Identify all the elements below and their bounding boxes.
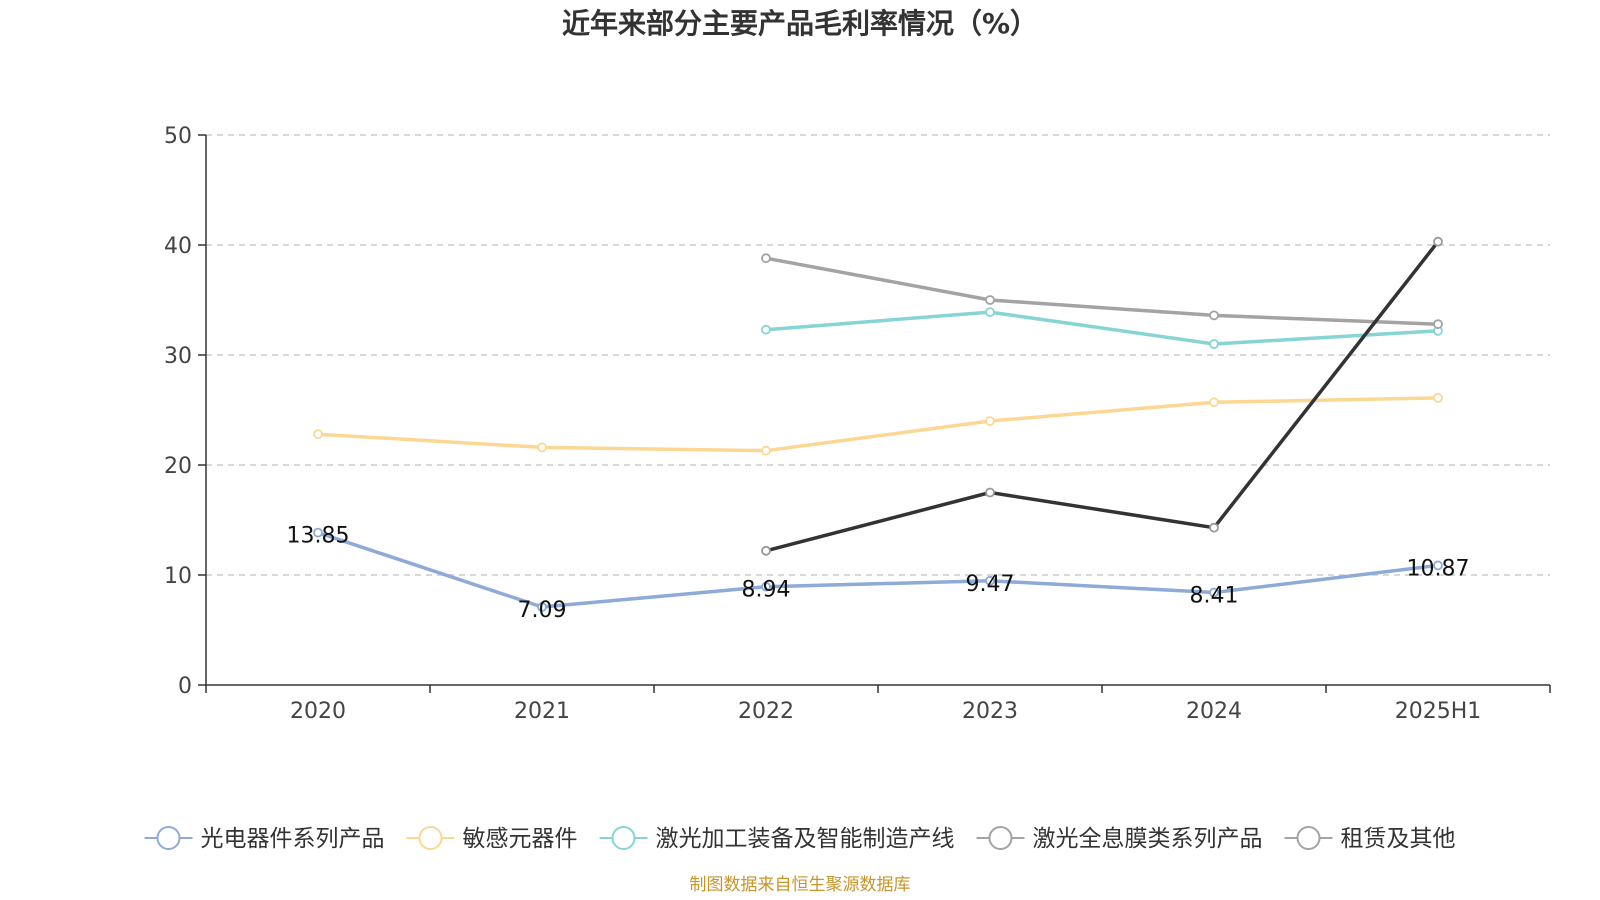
data-point	[761, 545, 771, 556]
data-label: 7.09	[518, 598, 567, 623]
series-line	[765, 240, 1440, 553]
legend-label: 租赁及其他	[1341, 826, 1456, 852]
data-labels: 13.85 7.09 8.94 9.47 8.41 10.87	[287, 524, 1470, 623]
chart-title: 近年来部分主要产品毛利率情况（%）	[562, 7, 1038, 40]
series-line	[317, 530, 1439, 609]
data-point	[1433, 560, 1443, 571]
data-point	[1433, 392, 1443, 403]
data-point	[1209, 310, 1219, 321]
axes: 0 10 20 30 40 50 2020 2021 2022 2023 2024 2025H1	[164, 124, 1551, 724]
legend: 光电器件系列产品 敏感元器件 激光加工装备及智能制造产线 激光全息膜类系列产品 租赁及其…	[144, 826, 1456, 852]
legend-marker	[418, 826, 443, 850]
data-point	[985, 416, 995, 426]
series-0	[313, 527, 1443, 612]
y-tick-label: 40	[164, 234, 192, 259]
data-point	[313, 527, 323, 538]
data-point	[985, 307, 995, 318]
legend-marker	[988, 826, 1013, 850]
x-tick-label: 2024	[1186, 699, 1242, 724]
y-tick-label: 10	[164, 564, 192, 589]
series-2	[761, 307, 1443, 349]
x-tick-label: 2025H1	[1395, 699, 1482, 724]
x-tick-label: 2022	[738, 699, 794, 724]
series-line	[765, 310, 1439, 346]
series-line	[765, 256, 1439, 326]
series-4	[761, 236, 1443, 556]
data-point	[537, 602, 547, 612]
series	[313, 236, 1443, 612]
data-point	[985, 295, 995, 305]
data-point	[761, 581, 771, 592]
data-point	[1433, 236, 1443, 247]
x-tick-label: 2021	[514, 699, 570, 724]
data-label: 8.41	[1190, 583, 1239, 608]
data-point	[313, 429, 323, 440]
legend-marker	[611, 826, 636, 850]
legend-label: 敏感元器件	[463, 826, 578, 852]
data-point	[761, 445, 771, 456]
series-1	[313, 392, 1443, 456]
data-label: 8.94	[742, 578, 791, 603]
data-point	[761, 253, 771, 264]
data-point	[1209, 587, 1219, 598]
data-point	[985, 487, 995, 498]
series-line	[317, 396, 1439, 453]
series-3	[761, 253, 1443, 330]
grid	[206, 134, 1550, 576]
legend-label: 激光加工装备及智能制造产线	[656, 826, 955, 852]
legend-marker	[1296, 826, 1321, 850]
x-tick-label: 2023	[962, 699, 1018, 724]
data-point	[537, 442, 547, 453]
data-point	[1209, 339, 1219, 349]
data-point	[761, 324, 771, 335]
data-label: 13.85	[287, 524, 350, 549]
data-label: 9.47	[966, 572, 1015, 597]
data-point	[1209, 522, 1219, 533]
y-tick-label: 30	[164, 344, 192, 369]
y-tick-label: 50	[164, 124, 192, 149]
legend-label: 激光全息膜类系列产品	[1033, 826, 1263, 852]
y-tick-label: 20	[164, 454, 192, 479]
data-point	[985, 575, 995, 586]
x-tick-label: 2020	[290, 699, 346, 724]
y-tick-label: 0	[178, 674, 192, 699]
source-note: 制图数据来自恒生聚源数据库	[690, 875, 911, 895]
legend-label: 光电器件系列产品	[201, 826, 385, 852]
data-point	[1209, 397, 1219, 408]
data-label: 10.87	[1407, 556, 1470, 581]
data-point	[1433, 319, 1443, 330]
legend-marker	[156, 826, 181, 850]
